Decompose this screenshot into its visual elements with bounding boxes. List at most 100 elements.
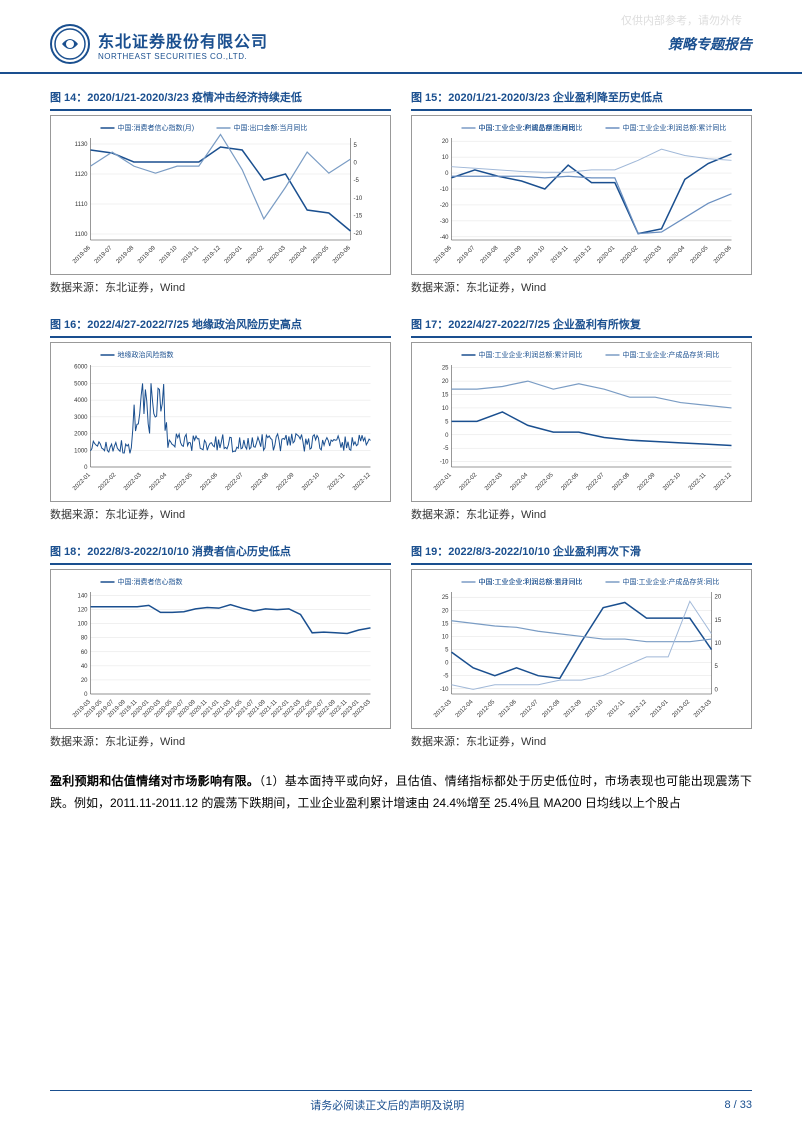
svg-text:2019-11: 2019-11	[550, 245, 570, 265]
svg-text:2020-02: 2020-02	[245, 245, 265, 265]
svg-text:1130: 1130	[75, 142, 89, 148]
svg-text:2020-06: 2020-06	[713, 245, 733, 265]
svg-text:0: 0	[445, 171, 449, 177]
chart-canvas: 中国:工业企业:利润总额:当月同比中国:工业企业:利润总额:累计同比中国:工业企…	[411, 115, 752, 275]
svg-text:2012-11: 2012-11	[607, 699, 627, 719]
chart-title: 图 19：2022/8/3-2022/10/10 企业盈利再次下滑	[411, 540, 752, 565]
svg-text:2022-08: 2022-08	[611, 472, 631, 492]
chart-canvas: 中国:消费者信心指数0204060801001201402019-032019-…	[50, 569, 391, 729]
svg-text:-10: -10	[440, 687, 449, 693]
svg-text:120: 120	[77, 608, 88, 614]
svg-text:2012-09: 2012-09	[563, 699, 583, 719]
svg-text:-40: -40	[440, 235, 449, 241]
chart-14: 图 14：2020/1/21-2020/3/23 疫情冲击经济持续走低 中国:消…	[50, 86, 391, 303]
page-number: 8 / 33	[724, 1099, 752, 1111]
chart-grid: 图 14：2020/1/21-2020/3/23 疫情冲击经济持续走低 中国:消…	[50, 86, 752, 757]
svg-text:2012-08: 2012-08	[541, 699, 561, 719]
svg-text:2022-01: 2022-01	[72, 472, 92, 492]
svg-text:6000: 6000	[74, 365, 88, 371]
svg-text:2022-12: 2022-12	[352, 472, 372, 492]
svg-text:2019-07: 2019-07	[456, 245, 476, 265]
svg-text:2022-02: 2022-02	[459, 472, 479, 492]
svg-text:2020-01: 2020-01	[224, 245, 244, 265]
svg-text:2019-07: 2019-07	[94, 245, 114, 265]
svg-text:-5: -5	[354, 178, 360, 184]
svg-text:0: 0	[445, 661, 449, 667]
svg-text:2022-05: 2022-05	[174, 472, 194, 492]
svg-text:2019-10: 2019-10	[526, 245, 546, 265]
svg-text:3000: 3000	[74, 415, 88, 421]
svg-text:2019-09: 2019-09	[137, 245, 157, 265]
svg-text:2022-04: 2022-04	[509, 472, 529, 492]
chart-title: 图 15：2020/1/21-2020/3/23 企业盈利降至历史低点	[411, 86, 752, 111]
svg-text:中国:消费者信心指数: 中国:消费者信心指数	[118, 577, 183, 586]
chart-source: 数据来源：东北证券，Wind	[411, 279, 752, 295]
svg-text:2022-06: 2022-06	[560, 472, 580, 492]
svg-text:20: 20	[442, 379, 449, 385]
svg-text:0: 0	[445, 433, 449, 439]
svg-text:2019-08: 2019-08	[115, 245, 135, 265]
svg-text:25: 25	[442, 366, 449, 372]
svg-text:0: 0	[84, 692, 88, 698]
svg-text:2019-06: 2019-06	[72, 245, 92, 265]
svg-text:-10: -10	[440, 187, 449, 193]
chart-title: 图 18：2022/8/3-2022/10/10 消费者信心历史低点	[50, 540, 391, 565]
svg-text:2020-02: 2020-02	[620, 245, 640, 265]
svg-text:-15: -15	[354, 213, 363, 219]
chart-15: 图 15：2020/1/21-2020/3/23 企业盈利降至历史低点 中国:工…	[411, 86, 752, 303]
svg-text:20: 20	[442, 608, 449, 614]
page-footer: 请务必阅读正文后的声明及说明 8 / 33	[50, 1090, 752, 1113]
svg-text:2020-05: 2020-05	[690, 245, 710, 265]
svg-text:地缘政治风险指数: 地缘政治风险指数	[118, 350, 174, 359]
svg-text:2019-12: 2019-12	[573, 245, 593, 265]
svg-text:中国:工业企业:产成品存货:同比: 中国:工业企业:产成品存货:同比	[623, 577, 720, 586]
svg-text:20: 20	[442, 139, 449, 145]
svg-text:5: 5	[445, 648, 449, 654]
chart-17: 图 17：2022/4/27-2022/7/25 企业盈利有所恢复 中国:工业企…	[411, 313, 752, 530]
svg-text:中国:工业企业:产成品存货:同比: 中国:工业企业:产成品存货:同比	[479, 123, 576, 132]
svg-text:-10: -10	[440, 460, 449, 466]
chart-canvas: 中国:消费者信心指数(月)中国:出口金额:当月同比110011101120113…	[50, 115, 391, 275]
svg-text:中国:工业企业:利润总额:累计同比: 中国:工业企业:利润总额:累计同比	[479, 350, 583, 359]
chart-19: 图 19：2022/8/3-2022/10/10 企业盈利再次下滑 中国:工业企…	[411, 540, 752, 757]
svg-text:2020-03: 2020-03	[267, 245, 287, 265]
svg-text:2022-01: 2022-01	[433, 472, 453, 492]
chart-title: 图 16：2022/4/27-2022/7/25 地缘政治风险历史高点	[50, 313, 391, 338]
svg-text:0: 0	[84, 465, 88, 471]
body-paragraph: 盈利预期和估值情绪对市场影响有限。（1）基本面持平或向好，且估值、情绪指标都处于…	[50, 771, 752, 814]
svg-text:2022-11: 2022-11	[688, 472, 708, 492]
svg-text:-10: -10	[354, 196, 363, 202]
svg-text:2020-01: 2020-01	[596, 245, 616, 265]
chart-16: 图 16：2022/4/27-2022/7/25 地缘政治风险历史高点 地缘政治…	[50, 313, 391, 530]
svg-text:5: 5	[715, 664, 719, 670]
svg-text:4000: 4000	[74, 398, 88, 404]
svg-text:-20: -20	[354, 231, 363, 237]
svg-text:5000: 5000	[74, 381, 88, 387]
svg-text:2012-05: 2012-05	[476, 699, 496, 719]
svg-text:2012-04: 2012-04	[455, 699, 475, 719]
svg-text:2022-09: 2022-09	[637, 472, 657, 492]
svg-text:2012-07: 2012-07	[520, 699, 540, 719]
svg-text:10: 10	[442, 155, 449, 161]
svg-text:60: 60	[81, 650, 88, 656]
chart-18: 图 18：2022/8/3-2022/10/10 消费者信心历史低点 中国:消费…	[50, 540, 391, 757]
svg-text:10: 10	[715, 641, 722, 647]
chart-source: 数据来源：东北证券，Wind	[411, 506, 752, 522]
svg-text:2020-06: 2020-06	[332, 245, 352, 265]
svg-text:2022-06: 2022-06	[199, 472, 219, 492]
svg-text:中国:出口金额:当月同比: 中国:出口金额:当月同比	[234, 123, 308, 132]
svg-text:1000: 1000	[74, 448, 88, 454]
svg-text:2012-12: 2012-12	[628, 699, 648, 719]
svg-text:2022-03: 2022-03	[484, 472, 504, 492]
main-content: 图 14：2020/1/21-2020/3/23 疫情冲击经济持续走低 中国:消…	[0, 74, 802, 814]
svg-text:10: 10	[442, 406, 449, 412]
svg-text:2022-10: 2022-10	[662, 472, 682, 492]
svg-text:1100: 1100	[75, 232, 89, 238]
svg-text:2019-12: 2019-12	[202, 245, 222, 265]
svg-text:140: 140	[77, 594, 88, 600]
svg-text:2020-05: 2020-05	[310, 245, 330, 265]
svg-text:2020-04: 2020-04	[289, 245, 309, 265]
svg-text:40: 40	[81, 664, 88, 670]
report-type: 策略专题报告	[668, 34, 752, 54]
svg-text:2022-07: 2022-07	[225, 472, 245, 492]
